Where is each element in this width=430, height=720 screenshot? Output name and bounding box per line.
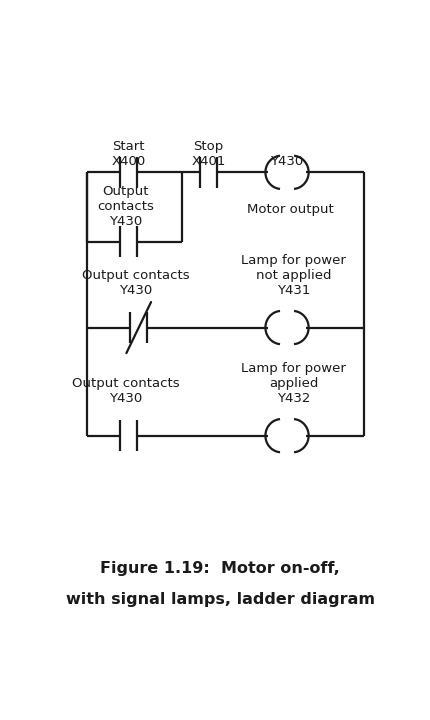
Text: Lamp for power
not applied
Y431: Lamp for power not applied Y431	[241, 254, 346, 297]
Text: Stop
X401: Stop X401	[191, 140, 226, 168]
Text: Figure 1.19:  Motor on-off,: Figure 1.19: Motor on-off,	[101, 561, 340, 576]
Text: Start
X400: Start X400	[112, 140, 146, 168]
Text: Output
contacts
Y430: Output contacts Y430	[97, 186, 154, 228]
Text: Output contacts
Y430: Output contacts Y430	[82, 269, 189, 297]
Text: Lamp for power
applied
Y432: Lamp for power applied Y432	[241, 362, 346, 405]
Text: Y430: Y430	[270, 155, 304, 168]
Text: Output contacts
Y430: Output contacts Y430	[71, 377, 179, 405]
Text: with signal lamps, ladder diagram: with signal lamps, ladder diagram	[66, 592, 375, 607]
Text: Motor output: Motor output	[247, 203, 334, 216]
